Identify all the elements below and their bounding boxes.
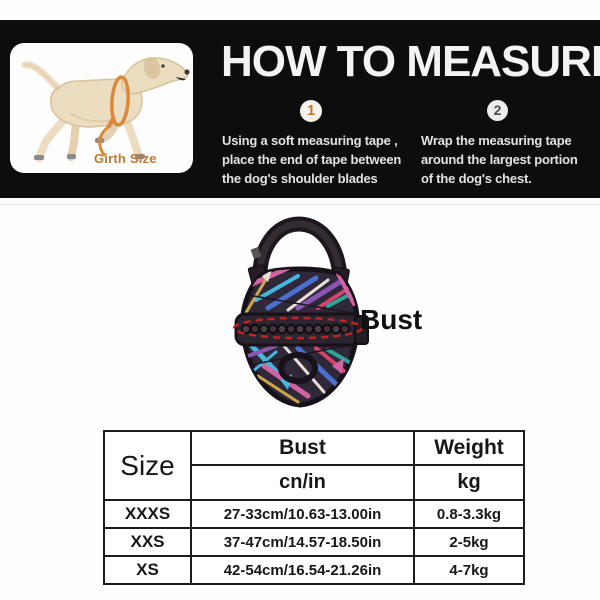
dog-girth-illustration-icon <box>21 57 190 162</box>
header-weight-unit: kg <box>413 464 525 501</box>
paw-mark <box>34 155 44 160</box>
bust-measure-line-icon <box>232 316 364 340</box>
step-2-badge: 2 <box>487 100 508 121</box>
cell-weight: 0.8-3.3kg <box>413 499 525 529</box>
girth-size-label: Girth Size <box>94 151 157 166</box>
table-row: XXXS 27-33cm/10.63-13.00in 0.8-3.3kg <box>103 499 525 529</box>
cell-weight: 4-7kg <box>413 555 525 585</box>
cell-bust: 37-47cm/14.57-18.50in <box>190 527 415 557</box>
harness-product-image <box>232 216 369 408</box>
table-row: XXS 37-47cm/14.57-18.50in 2-5kg <box>103 527 525 557</box>
dog-mouth <box>176 77 186 81</box>
dog-ear <box>143 57 161 79</box>
size-chart-table: Size Bust Weight cn/in kg XXXS 27-33cm/1… <box>103 430 525 585</box>
step-1-badge: 1 <box>300 100 322 122</box>
step-2-text: Wrap the measuring tape around the large… <box>421 131 578 188</box>
dog-nose <box>184 69 190 75</box>
table-row: XS 42-54cm/16.54-21.26in 4-7kg <box>103 555 525 585</box>
cell-bust: 42-54cm/16.54-21.26in <box>190 555 415 585</box>
girth-arrow-icon <box>98 124 112 157</box>
mosaic-pattern <box>242 269 358 404</box>
step-text-line: the dog's shoulder blades <box>222 171 378 186</box>
cell-bust: 27-33cm/10.63-13.00in <box>190 499 415 529</box>
cell-size: XS <box>103 555 192 585</box>
step-text-line: of the dog's chest. <box>421 171 532 186</box>
step-text-line: place the end of tape between <box>222 152 402 167</box>
bust-label: Bust <box>360 304 423 335</box>
step-text-line: around the largest portion <box>421 152 578 167</box>
harness-ring <box>278 352 318 384</box>
cord-loops <box>240 323 351 335</box>
girth-line-icon <box>110 75 130 127</box>
header-bust: Bust <box>190 430 415 466</box>
step-text-line: Using a soft measuring tape , <box>222 133 398 148</box>
step-1-text: Using a soft measuring tape , place the … <box>222 131 401 188</box>
cell-size: XXXS <box>103 499 192 529</box>
dog-illustration-box: Girth Size <box>10 43 193 173</box>
header-bust-unit: cn/in <box>190 464 415 501</box>
cell-size: XXS <box>103 527 192 557</box>
measure-instructions-panel: Girth Size HOW TO MEASURE 1 2 Using a so… <box>0 20 600 198</box>
step-text-line: Wrap the measuring tape <box>421 133 572 148</box>
how-to-measure-title: HOW TO MEASURE <box>221 37 600 86</box>
panel-divider <box>0 204 600 205</box>
header-weight: Weight <box>413 430 525 466</box>
header-size: Size <box>103 430 192 501</box>
strap-slider <box>250 247 262 259</box>
cell-weight: 2-5kg <box>413 527 525 557</box>
dog-eye <box>161 64 165 68</box>
